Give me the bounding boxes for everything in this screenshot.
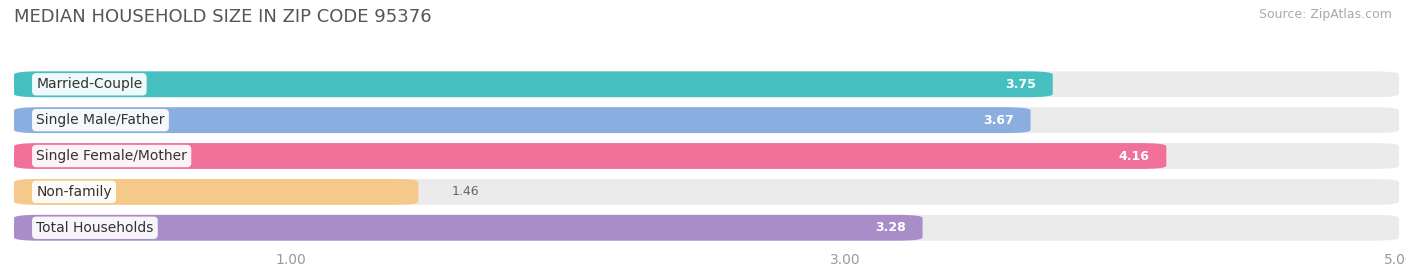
- FancyBboxPatch shape: [14, 215, 922, 241]
- Text: MEDIAN HOUSEHOLD SIZE IN ZIP CODE 95376: MEDIAN HOUSEHOLD SIZE IN ZIP CODE 95376: [14, 8, 432, 26]
- Text: Single Male/Father: Single Male/Father: [37, 113, 165, 127]
- Text: 1.46: 1.46: [451, 185, 479, 198]
- FancyBboxPatch shape: [14, 179, 1399, 205]
- FancyBboxPatch shape: [14, 71, 1399, 97]
- FancyBboxPatch shape: [14, 143, 1399, 169]
- Text: Total Households: Total Households: [37, 221, 153, 235]
- Text: 3.67: 3.67: [983, 114, 1014, 127]
- FancyBboxPatch shape: [14, 179, 419, 205]
- Text: 4.16: 4.16: [1119, 150, 1150, 162]
- FancyBboxPatch shape: [14, 107, 1399, 133]
- Text: Single Female/Mother: Single Female/Mother: [37, 149, 187, 163]
- FancyBboxPatch shape: [14, 71, 1053, 97]
- Text: 3.75: 3.75: [1005, 78, 1036, 91]
- Text: 3.28: 3.28: [875, 221, 905, 234]
- FancyBboxPatch shape: [14, 107, 1031, 133]
- Text: Married-Couple: Married-Couple: [37, 77, 142, 91]
- Text: Non-family: Non-family: [37, 185, 112, 199]
- Text: Source: ZipAtlas.com: Source: ZipAtlas.com: [1258, 8, 1392, 21]
- FancyBboxPatch shape: [14, 143, 1167, 169]
- FancyBboxPatch shape: [14, 215, 1399, 241]
